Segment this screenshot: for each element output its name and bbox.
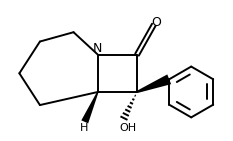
Text: O: O [151, 16, 161, 29]
Text: H: H [80, 123, 88, 133]
Polygon shape [81, 92, 99, 123]
Text: OH: OH [119, 123, 136, 133]
Text: N: N [93, 42, 103, 55]
Polygon shape [137, 74, 171, 93]
